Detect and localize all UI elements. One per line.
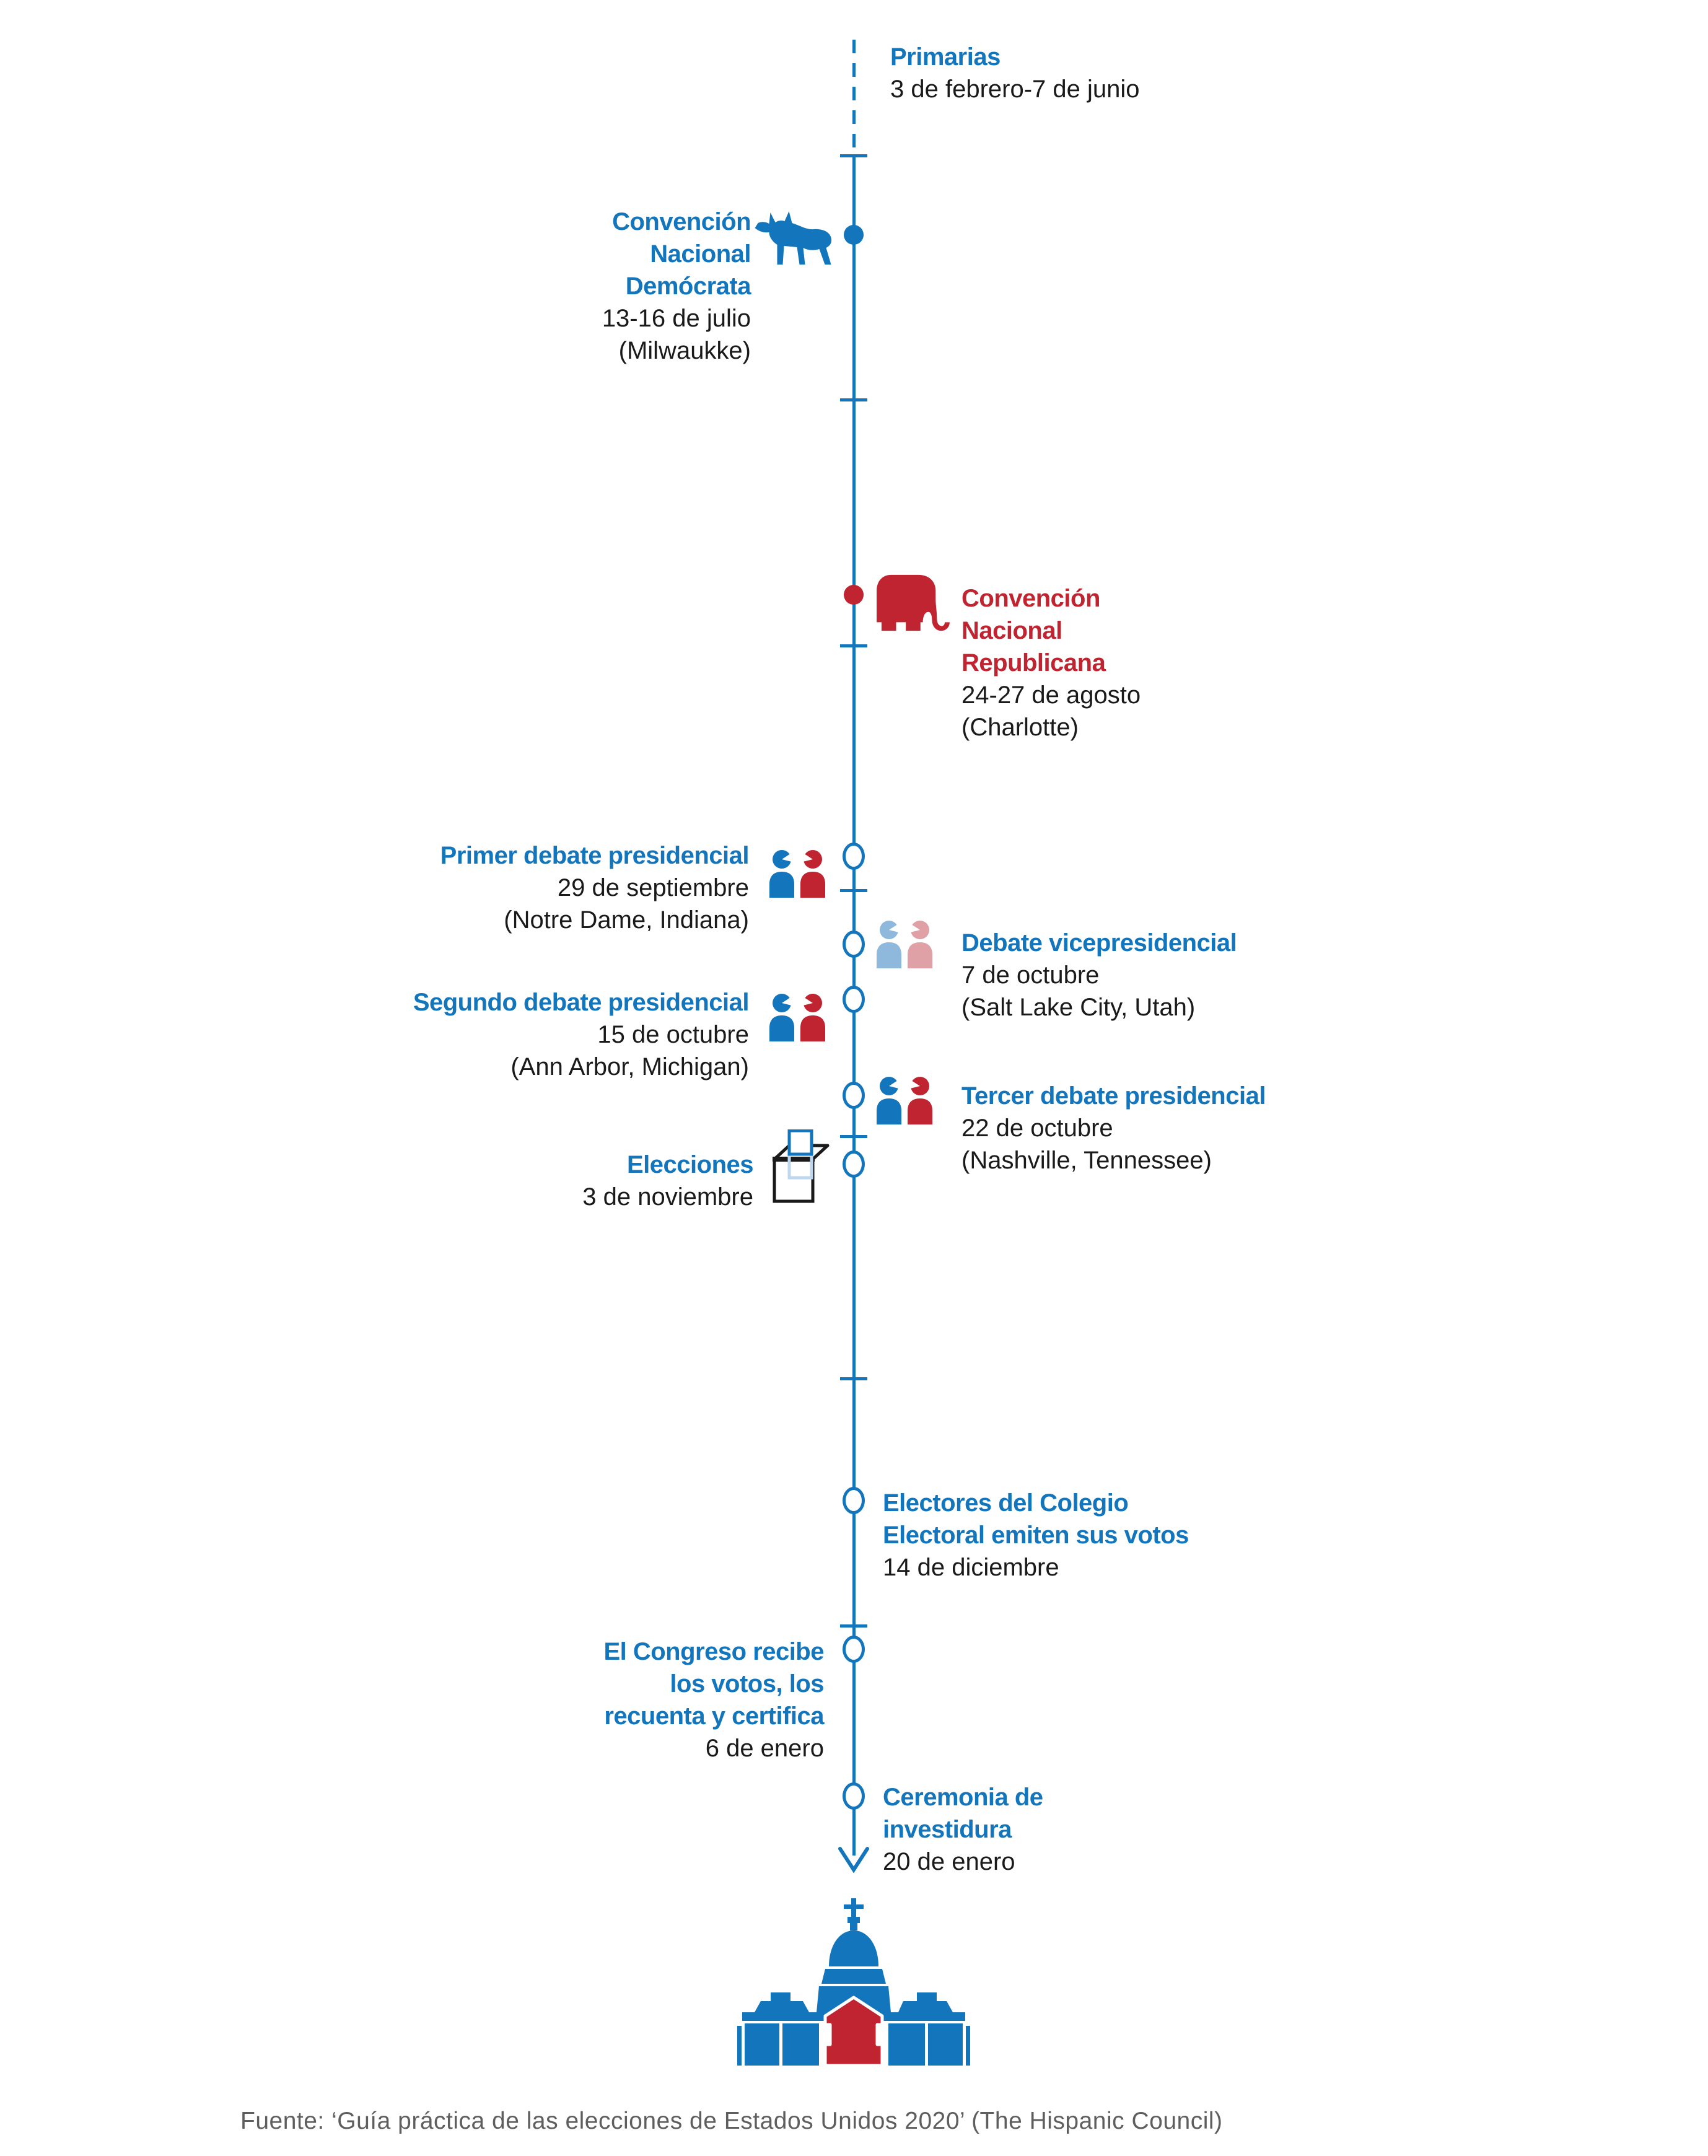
timeline-node-third-debate: [843, 1082, 865, 1109]
timeline-node-inauguration: [843, 1782, 865, 1810]
event-vp-debate: Debate vicepresidencial 7 de octubre (Sa…: [961, 927, 1237, 1023]
timeline-tick: [840, 644, 867, 647]
event-date: 20 de enero: [883, 1848, 1015, 1875]
event-electoral-college: Electores del Colegio Electoral emiten s…: [883, 1487, 1189, 1584]
debate-speakers-icon: [877, 1077, 932, 1124]
timeline-node-electoral-college: [843, 1487, 865, 1514]
event-location: (Notre Dame, Indiana): [504, 906, 749, 934]
event-title-line: Nacional: [961, 617, 1062, 644]
timeline-node-democratic-convention: [844, 225, 864, 245]
event-date: 6 de enero: [705, 1735, 824, 1762]
event-title-line: Convención: [961, 585, 1100, 612]
timeline-tick: [840, 1624, 867, 1628]
timeline-node-elections: [843, 1150, 865, 1178]
event-third-debate: Tercer debate presidencial 22 de octubre…: [961, 1080, 1266, 1177]
event-location: (Charlotte): [961, 714, 1079, 741]
event-first-debate: Primer debate presidencial 29 de septiem…: [440, 839, 750, 936]
democrat-donkey-icon: [755, 211, 832, 265]
event-democratic-convention: Convención Nacional Demócrata 13-16 de j…: [602, 206, 751, 367]
event-date: 13-16 de julio: [602, 305, 751, 332]
event-primarias: Primarias 3 de febrero-7 de junio: [890, 41, 1140, 105]
timeline-tick: [840, 398, 867, 401]
event-congress-certification: El Congreso recibe los votos, los recuen…: [603, 1636, 824, 1764]
event-location: (Ann Arbor, Michigan): [510, 1053, 749, 1080]
timeline-tick: [840, 889, 867, 892]
event-title: Primarias: [890, 43, 1001, 71]
timeline-tick: [840, 154, 867, 157]
event-title-line: Electoral emiten sus votos: [883, 1522, 1189, 1549]
source-credit: Fuente: ‘Guía práctica de las elecciones…: [240, 2108, 1223, 2134]
event-elections: Elecciones 3 de noviembre: [582, 1149, 753, 1213]
ballot-box-icon: [773, 1129, 830, 1203]
event-title-line: Nacional: [650, 240, 751, 268]
debate-speakers-light-icon: [877, 921, 932, 968]
event-title-line: El Congreso recibe: [603, 1638, 824, 1665]
timeline-dashed-segment: [852, 40, 856, 154]
event-inauguration: Ceremonia de investidura 20 de enero: [883, 1781, 1043, 1878]
event-title: Primer debate presidencial: [440, 842, 750, 869]
timeline-tick: [840, 1377, 867, 1380]
event-second-debate: Segundo debate presidencial 15 de octubr…: [413, 986, 750, 1083]
event-date: 14 de diciembre: [883, 1554, 1059, 1581]
event-date: 7 de octubre: [961, 962, 1100, 989]
timeline-node-vp-debate: [843, 931, 865, 958]
event-date: 22 de octubre: [961, 1115, 1113, 1142]
event-date: 24-27 de agosto: [961, 681, 1141, 709]
event-title-line: recuenta y certifica: [604, 1702, 824, 1730]
down-arrow-icon: [838, 1847, 869, 1873]
event-title-line: Convención: [612, 208, 751, 235]
event-title-line: los votos, los: [670, 1670, 824, 1698]
event-title-line: Electores del Colegio: [883, 1489, 1129, 1517]
debate-speakers-icon: [769, 850, 825, 898]
event-title-line: Ceremonia de: [883, 1784, 1043, 1811]
timeline-node-first-debate: [843, 843, 865, 870]
timeline-tick: [840, 1135, 867, 1138]
debate-speakers-icon: [769, 994, 825, 1041]
event-title: Segundo debate presidencial: [413, 989, 750, 1016]
event-date: 15 de octubre: [597, 1021, 749, 1048]
event-location: (Nashville, Tennessee): [961, 1147, 1212, 1174]
event-location: (Salt Lake City, Utah): [961, 994, 1196, 1021]
event-date: 3 de febrero-7 de junio: [890, 76, 1140, 103]
event-title: Elecciones: [626, 1151, 754, 1178]
event-title: Tercer debate presidencial: [961, 1082, 1266, 1110]
timeline-node-congress: [843, 1636, 865, 1663]
timeline-node-second-debate: [843, 986, 865, 1013]
timeline-node-republican-convention: [844, 585, 864, 605]
event-title-line: Demócrata: [625, 273, 751, 300]
event-location: (Milwaukke): [618, 337, 751, 364]
event-title: Debate vicepresidencial: [961, 929, 1237, 957]
event-date: 29 de septiembre: [557, 874, 749, 901]
event-date: 3 de noviembre: [582, 1183, 753, 1211]
event-title-line: investidura: [883, 1816, 1012, 1843]
event-title-line: Republicana: [961, 649, 1106, 677]
republican-elephant-icon: [877, 574, 950, 631]
event-republican-convention: Convención Nacional Republicana 24-27 de…: [961, 582, 1141, 743]
capitol-building-icon: [737, 1898, 970, 2067]
